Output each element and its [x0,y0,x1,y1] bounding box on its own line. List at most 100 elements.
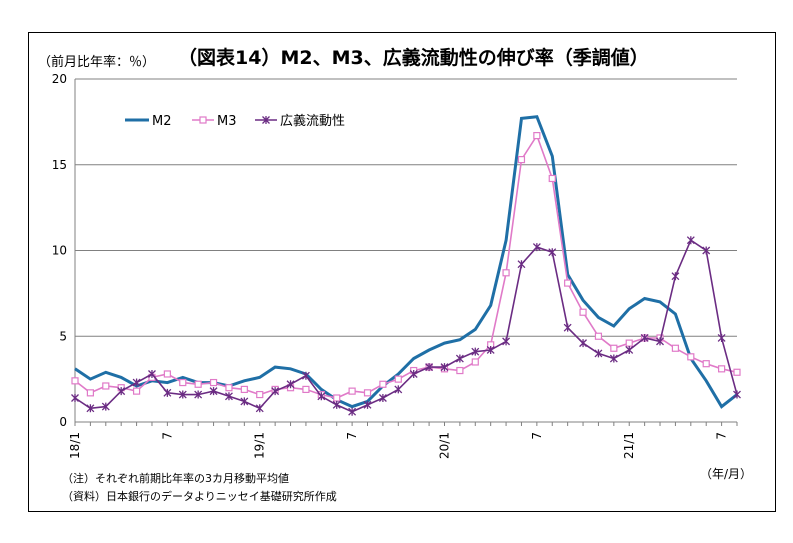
data-point [71,393,79,402]
data-point [163,370,171,378]
data-point [502,269,510,277]
data-point [240,397,249,406]
data-point [255,404,264,413]
data-point [625,339,633,347]
data-point [440,363,449,372]
x-tick-label: 7 [345,432,359,440]
data-point [702,246,711,255]
data-point [717,333,726,342]
series-lines [71,115,741,416]
data-point [363,389,372,397]
data-point [71,377,79,385]
legend-marker [199,116,207,124]
data-point [733,390,741,399]
data-point [225,384,233,392]
data-point [224,392,233,401]
data-point [348,407,357,416]
series-3 [71,236,741,416]
legend-label: M2 [152,114,172,129]
data-point [471,347,480,356]
data-point [656,337,664,346]
data-point [101,402,110,411]
x-tick-label: 7 [530,432,544,440]
series-2 [71,131,741,402]
y-tick-label: 20 [52,72,67,86]
data-point [132,387,141,395]
data-point [378,393,387,402]
data-point [286,380,295,389]
data-point [548,248,557,257]
data-point [533,131,541,140]
data-point [271,387,280,396]
x-tick-label: 21/1 [622,432,636,459]
y-tick-label: 0 [59,415,67,429]
legend-item-2: M3 [192,114,237,129]
y-axis-label: （前月比年率：％） [38,54,155,70]
x-tick-label: 20/1 [437,432,451,459]
chart-frame [28,32,776,512]
data-point [425,363,434,372]
data-point [671,272,680,281]
data-point [379,380,387,388]
y-tick-label: 5 [59,329,67,343]
data-point [594,349,603,358]
data-point [117,387,126,396]
chart-title: （図表14）M2、M3、広義流動性の伸び率（季調値） [178,46,649,69]
legend-item-3: 広義流動性 [255,113,345,129]
data-point [163,388,172,397]
data-point [640,333,649,342]
y-tick-label: 15 [52,158,67,172]
data-point [502,337,511,346]
legend-item-1: M2 [125,114,172,129]
data-point [686,236,695,245]
data-point [532,243,541,252]
data-point [456,366,464,375]
data-point [394,385,403,394]
note-2: （資料）日本銀行のデータよりニッセイ基礎研究所作成 [62,489,337,503]
series-1 [74,115,738,409]
data-point [178,390,187,399]
x-axis-label: （年/月） [700,467,752,481]
data-point [209,387,218,396]
data-point [579,339,588,348]
data-point [671,344,680,352]
series-line [74,115,738,409]
data-point [256,390,264,399]
data-point [625,345,634,354]
data-point [363,400,372,409]
data-point [702,360,710,368]
data-point [394,375,402,383]
data-point [409,369,418,378]
data-point [102,382,110,390]
note-1: （注）それぞれ前期比年率の3カ月移動平均値 [62,471,289,485]
series-line [74,133,738,399]
data-point [579,308,587,316]
data-point [563,323,572,332]
data-point [548,174,556,183]
data-point [609,354,618,363]
data-point [517,260,526,269]
x-tick-label: 7 [160,432,174,440]
data-point [209,378,218,387]
data-point [194,380,202,388]
data-point [132,378,141,387]
data-point [317,392,326,401]
data-point [179,378,187,387]
data-point [348,387,356,395]
data-point [718,365,726,373]
y-tick-label: 10 [52,244,67,258]
data-point [301,371,310,380]
data-point [240,385,248,394]
data-point [486,345,495,354]
data-point [733,368,741,376]
x-tick-labels: 18/1 7 19/1 7 20/1 7 21/1 7 [68,432,729,459]
data-point [471,358,479,366]
y-tick-labels: 0 5 10 15 20 [52,72,67,429]
data-point [86,389,94,397]
data-point [610,344,618,352]
data-point [194,390,203,399]
data-point [687,353,695,361]
x-tick-label: 18/1 [68,432,82,459]
data-point [517,156,526,164]
